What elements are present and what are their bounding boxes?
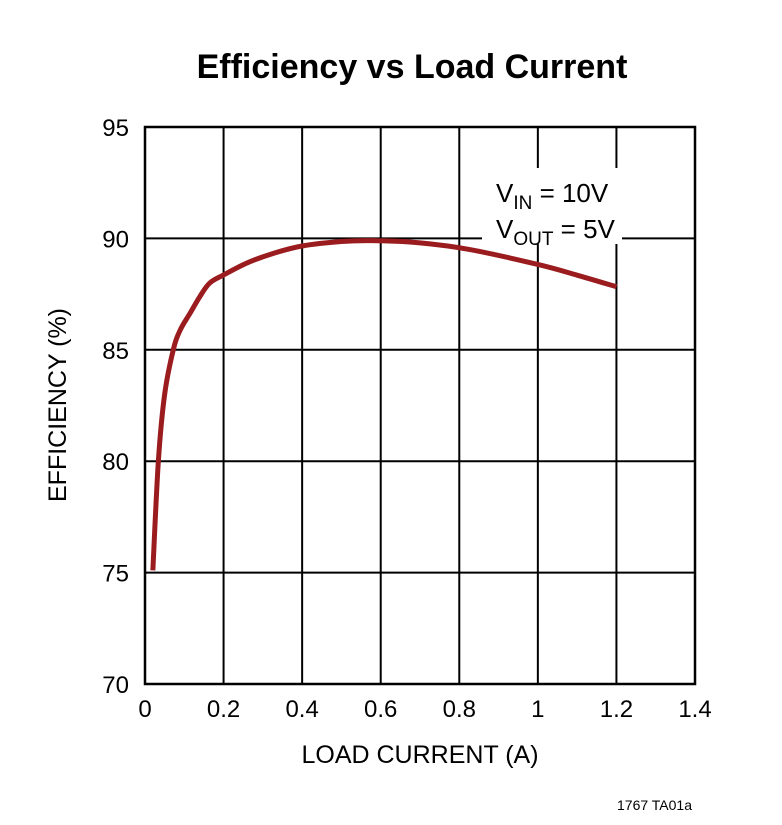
x-tick-label: 0.8 xyxy=(443,696,476,723)
x-tick-label: 0.4 xyxy=(285,696,318,723)
x-tick-label: 1 xyxy=(531,696,544,723)
chart-title: Efficiency vs Load Current xyxy=(197,48,628,86)
y-tick-label: 75 xyxy=(102,561,129,588)
x-tick-label: 0 xyxy=(138,696,151,723)
x-axis-label: LOAD CURRENT (A) xyxy=(301,741,538,769)
annotation: VIN = 10V VOUT = 5V xyxy=(496,178,616,250)
x-tick-label: 0.2 xyxy=(207,696,240,723)
y-tick-label: 90 xyxy=(102,226,129,253)
y-axis-label: EFFICIENCY (%) xyxy=(44,308,72,502)
y-tick-label: 95 xyxy=(102,115,129,142)
plot-frame xyxy=(143,125,697,686)
y-tick-label: 70 xyxy=(102,672,129,699)
x-tick-label: 0.6 xyxy=(364,696,397,723)
annotation-line-vin: VIN = 10V xyxy=(496,178,609,214)
annotation-line-vout: VOUT = 5V xyxy=(496,214,616,250)
efficiency-curve xyxy=(150,238,618,571)
y-tick-label: 85 xyxy=(102,338,129,365)
y-tick-label: 80 xyxy=(102,449,129,476)
figure-id: 1767 TA01a xyxy=(617,797,692,813)
annotation-background xyxy=(482,168,622,244)
x-tick-label: 1.2 xyxy=(600,696,633,723)
x-tick-label: 1.4 xyxy=(678,696,711,723)
